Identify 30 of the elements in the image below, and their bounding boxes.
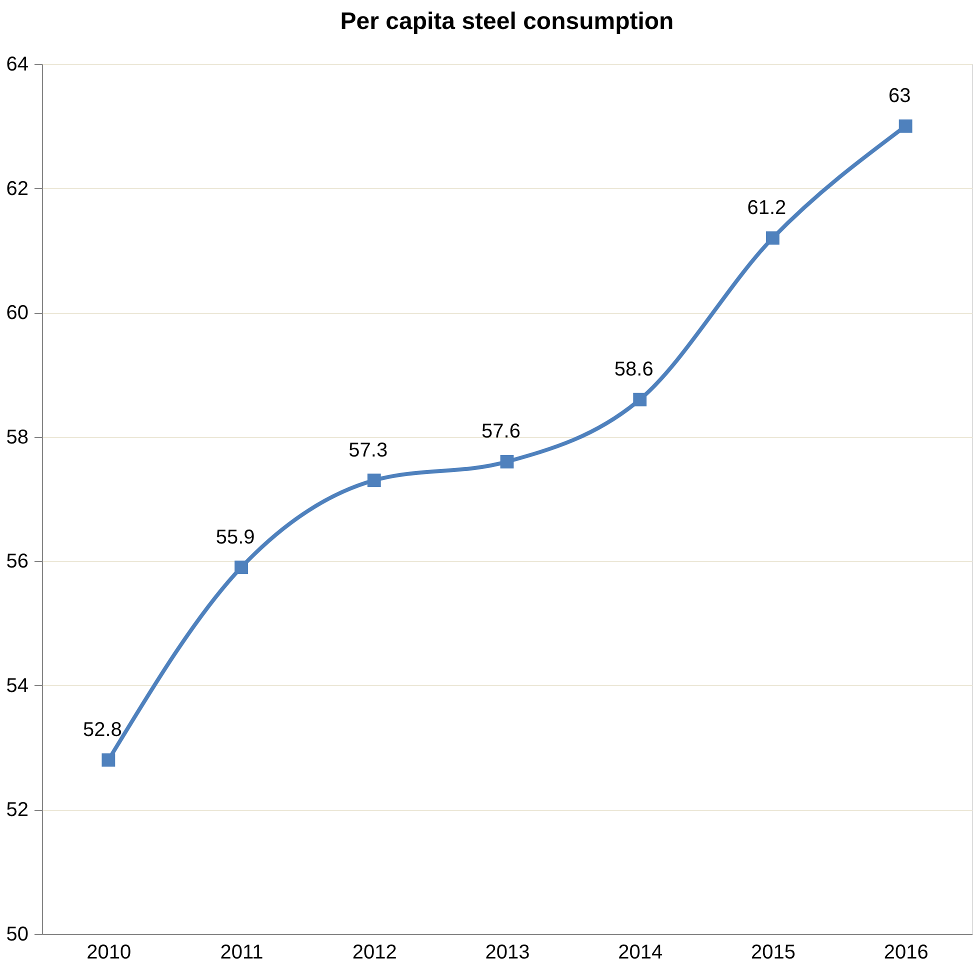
x-tick-label: 2016 [884, 942, 928, 964]
x-tick-label: 2010 [86, 942, 132, 964]
data-label: 61.2 [747, 197, 786, 219]
point [102, 753, 116, 767]
data-label: 57.6 [482, 420, 520, 443]
y-tick-label: 60 [6, 302, 28, 324]
point [898, 119, 912, 133]
x-tick-label: 2014 [618, 942, 663, 964]
point [367, 474, 381, 488]
x-tick-label: 2011 [220, 942, 264, 964]
point [766, 231, 780, 245]
data-label: 55.9 [216, 526, 255, 548]
data-label: 52.8 [82, 719, 122, 741]
y-tick-label: 56 [6, 550, 28, 573]
point [234, 560, 248, 574]
data-label: 63 [888, 85, 911, 108]
point [500, 455, 514, 468]
data-label: 57.3 [348, 439, 388, 462]
x-tick-label: 2012 [352, 942, 397, 964]
y-tick-label: 62 [6, 178, 28, 200]
y-tick-label: 50 [6, 924, 28, 946]
data-label: 58.6 [614, 358, 654, 381]
y-tick-label: 52 [6, 799, 28, 822]
chart-title: Per capita steel consumption [340, 8, 674, 35]
y-tick-label: 54 [6, 674, 28, 697]
y-tick-label: 64 [6, 54, 28, 76]
point [633, 392, 647, 406]
y-tick-label: 58 [6, 426, 28, 448]
x-tick-label: 2013 [485, 942, 530, 964]
x-tick-label: 2015 [750, 942, 796, 964]
